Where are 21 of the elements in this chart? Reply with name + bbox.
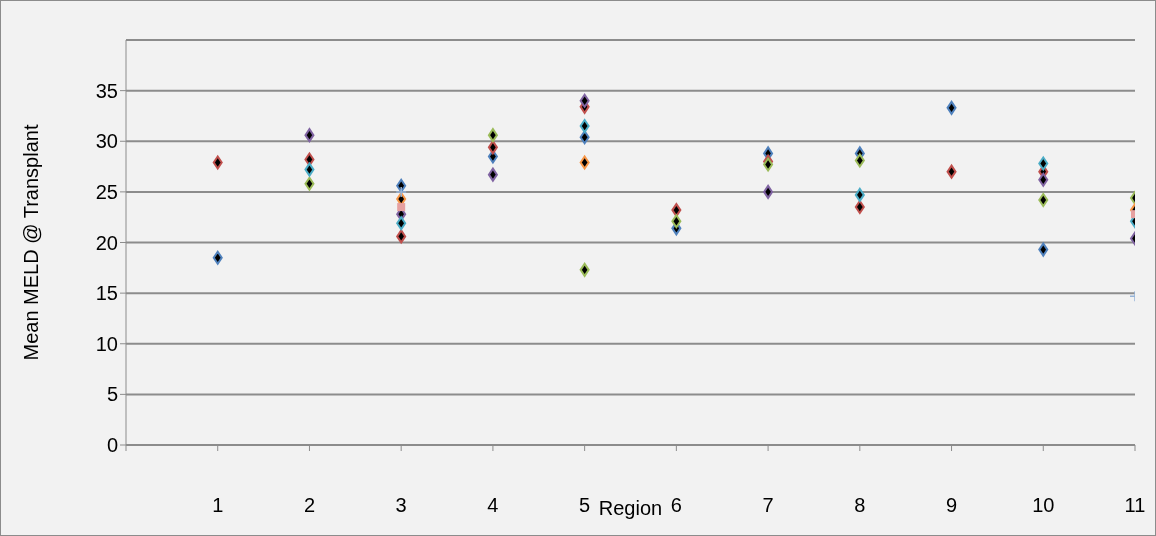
y-tick-label: 15 (95, 282, 118, 305)
x-tick-label: 9 (945, 494, 958, 517)
x-tick-label: 2 (303, 494, 316, 517)
y-tick-label: 10 (95, 332, 118, 355)
y-tick-label: 30 (95, 130, 118, 153)
x-tick-label: 7 (762, 494, 774, 517)
x-axis-title: Region (598, 497, 663, 519)
y-tick-label: 0 (106, 434, 118, 457)
x-tick-label: 6 (670, 494, 682, 517)
x-tick-label: 3 (395, 494, 407, 517)
y-tick-label: 35 (95, 79, 118, 102)
y-tick-label: 20 (95, 231, 118, 254)
x-tick-label: 11 (1124, 494, 1146, 517)
x-tick-label: 4 (487, 494, 499, 517)
y-tick-label: 25 (95, 180, 118, 203)
x-tick-label: 1 (212, 494, 224, 517)
x-tick-label: 8 (854, 494, 866, 517)
x-tick-label: 10 (1032, 494, 1055, 517)
x-tick-label: 5 (579, 494, 591, 517)
y-axis-title: Mean MELD @ Transplant (20, 124, 43, 361)
y-tick-label: 5 (106, 383, 118, 406)
